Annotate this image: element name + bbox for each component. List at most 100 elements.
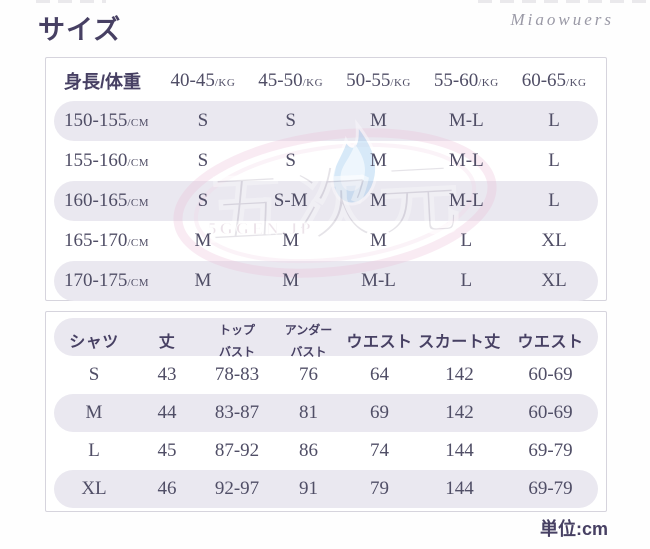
height-range-cell: 170-175/CM: [54, 270, 159, 292]
measurement-row: XL 46 92-97 91 79 144 69-79: [54, 470, 598, 508]
unit-note: 単位:cm: [539, 519, 608, 539]
recommended-size-cell: S: [197, 190, 209, 211]
measurement-value-cell: 142: [445, 402, 474, 423]
recommended-size-cell: M: [282, 270, 300, 291]
measurement-value-cell: 46: [157, 478, 177, 499]
measurement-column-label: 丈: [158, 333, 176, 351]
measurement-column-header: アンダー バスト: [274, 318, 343, 362]
weight-range: 40-45: [170, 69, 215, 91]
measurement-value-cell: 86: [299, 440, 318, 461]
size-chart-row: 170-175/CM M M M-L L XL: [54, 261, 598, 301]
measurement-column-header: トップ バスト: [200, 318, 274, 362]
recommended-size-cell: XL: [541, 270, 567, 291]
recommended-size-cell: M: [370, 110, 387, 131]
height-range-cell: 150-155/CM: [54, 110, 159, 132]
recommended-size-cell: M-L: [448, 150, 484, 171]
recommended-size-cell: M: [194, 270, 212, 291]
measurement-header-row: シャツ丈トップ バスト アンダー バスト ウエスト スカート丈 ウエスト: [54, 318, 598, 359]
height-unit: /CM: [127, 157, 150, 169]
measurement-chart-body: シャツ丈トップ バスト アンダー バスト ウエスト スカート丈 ウエスト S 43 78-83…: [46, 318, 606, 508]
measurement-column-label: ウエスト: [346, 333, 413, 351]
height-weight-corner-cell: 身長/体重: [54, 68, 159, 94]
recommended-size-cell: M-L: [448, 110, 484, 131]
height-range-cell: 165-170/CM: [54, 230, 159, 252]
height-range: 150-155: [64, 110, 128, 131]
weight-column-header: 40-45/KG: [159, 70, 247, 92]
recommended-size-cell: S: [197, 150, 209, 171]
recommended-size-cell: L: [548, 150, 560, 171]
weight-unit: /KG: [390, 76, 411, 89]
size-chart-row: 155-160/CM S S M M-L L: [54, 141, 598, 181]
size-chart-header-row: 身長/体重 40-45/KG 45-50/KG 50-55/KG 55-60/KG 60-…: [54, 60, 598, 101]
measurement-value-cell: 69: [370, 402, 389, 423]
size-chart-row: 150-155/CM S S M M-L L: [54, 101, 598, 141]
measurement-column-header: 丈: [134, 328, 200, 353]
shirt-size-cell: XL: [81, 478, 107, 499]
recommended-size-cell: M-L: [361, 270, 396, 291]
measurement-value-cell: 74: [370, 440, 389, 461]
measurement-value-cell: 60-69: [528, 402, 573, 423]
recommended-size-cell: M: [194, 230, 212, 251]
measurement-column-header: スカート丈: [416, 328, 503, 353]
weight-column-header: 50-55/KG: [335, 70, 423, 92]
measurement-value-cell: 79: [370, 478, 389, 499]
height-unit: /CM: [127, 117, 150, 129]
measurement-row: L 45 87-92 86 74 144 69-79: [54, 432, 598, 470]
measurement-value-cell: 43: [157, 364, 177, 385]
height-unit: /CM: [127, 277, 150, 289]
shirt-size-cell: L: [88, 440, 100, 461]
weight-unit: /KG: [302, 76, 324, 89]
recommended-size-cell: L: [548, 190, 560, 211]
recommended-size-cell: S: [285, 150, 296, 171]
measurement-column-header: シャツ: [54, 328, 134, 353]
shirt-size-cell: M: [85, 402, 103, 423]
height-range: 165-170: [64, 230, 128, 251]
measurement-row: M 44 83-87 81 69 142 60-69: [54, 394, 598, 432]
recommended-size-cell: L: [460, 230, 473, 251]
weight-range: 50-55: [346, 69, 391, 91]
measurement-value-cell: 69-79: [528, 478, 573, 499]
measurement-value-cell: 92-97: [214, 478, 260, 499]
height-range: 155-160: [64, 150, 128, 171]
shirt-size-cell: S: [88, 364, 100, 385]
measurement-value-cell: 45: [157, 440, 177, 461]
brand-signature: Miaowuers: [510, 10, 614, 29]
measurement-value-cell: 81: [299, 402, 318, 423]
height-unit: /CM: [127, 197, 150, 209]
measurement-value-cell: 87-92: [214, 440, 260, 461]
size-chart-row: 160-165/CM S S-M M M-L L: [54, 181, 598, 221]
page-title: サイズ: [38, 15, 122, 45]
recommended-size-cell: S-M: [273, 190, 308, 211]
measurement-column-label: アンダー バスト: [284, 323, 333, 359]
height-weight-label: 身長/体重: [64, 71, 142, 92]
recommended-size-cell: L: [548, 110, 560, 131]
measurement-value-cell: 144: [445, 440, 474, 461]
recommended-size-cell: S: [285, 110, 296, 131]
measurement-column-header: ウエスト: [503, 328, 598, 353]
recommended-size-cell: L: [460, 270, 473, 291]
weight-range: 60-65: [521, 69, 567, 91]
measurement-column-label: トップ バスト: [218, 323, 255, 359]
measurement-value-cell: 142: [445, 364, 474, 385]
weight-column-header: 55-60/KG: [422, 70, 510, 92]
measurement-value-cell: 76: [299, 364, 318, 385]
measurement-column-label: ウエスト: [517, 333, 584, 351]
cropped-text-remnant: [36, 0, 106, 3]
measurement-value-cell: 69-79: [528, 440, 573, 461]
weight-unit: /KG: [478, 76, 499, 89]
measurement-row: S 43 78-83 76 64 142 60-69: [54, 356, 598, 394]
weight-range: 45-50: [258, 69, 303, 91]
height-range-cell: 160-165/CM: [54, 190, 159, 212]
recommended-size-cell: XL: [541, 230, 567, 251]
size-chart-body: 身長/体重 40-45/KG 45-50/KG 50-55/KG 55-60/KG 60-…: [46, 60, 606, 301]
height-unit: /CM: [127, 237, 150, 249]
recommended-size-cell: M: [282, 230, 300, 251]
recommended-size-cell: S: [197, 110, 209, 131]
height-range-cell: 155-160/CM: [54, 150, 159, 172]
measurement-value-cell: 78-83: [214, 364, 260, 385]
measurement-value-cell: 60-69: [528, 364, 573, 385]
measurement-column-label: スカート丈: [418, 333, 501, 351]
recommended-size-cell: M: [370, 230, 387, 251]
measurement-column-label: シャツ: [69, 333, 119, 351]
